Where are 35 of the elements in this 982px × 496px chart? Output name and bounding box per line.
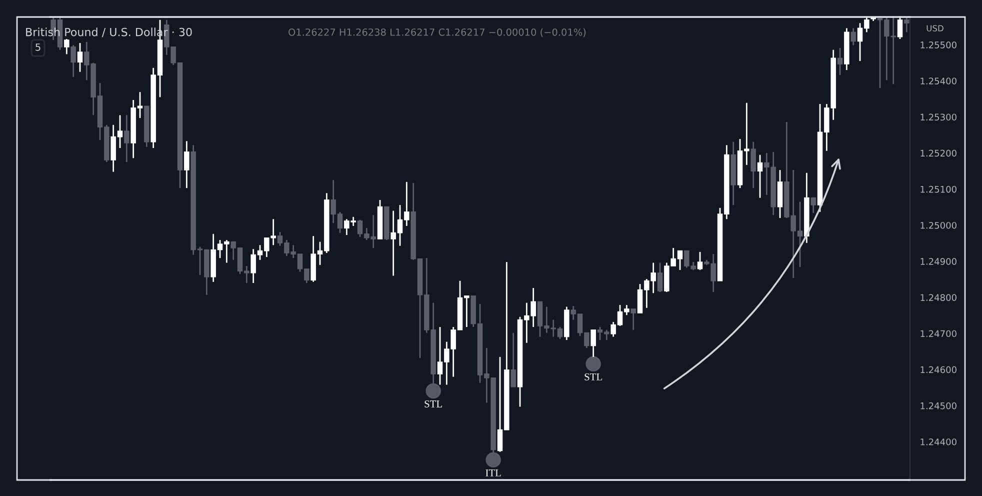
candlestick xyxy=(810,197,816,214)
candlestick xyxy=(757,154,763,198)
y-tick-label: 1.24600 xyxy=(920,366,956,374)
candlestick xyxy=(750,141,756,189)
candlestick xyxy=(897,17,903,40)
candlestick xyxy=(837,47,843,76)
y-tick-label: 1.24500 xyxy=(920,402,956,410)
annotation: ITL xyxy=(486,469,501,476)
text: USD xyxy=(926,25,944,32)
candlestick xyxy=(124,114,130,163)
annotation: STL xyxy=(424,400,442,408)
y-tick-label: 1.25200 xyxy=(920,150,956,157)
y-tick-label: 1.24800 xyxy=(920,294,956,301)
candlestick xyxy=(64,38,70,55)
y-tick-label: 1.25100 xyxy=(920,186,956,193)
candlestick xyxy=(657,262,663,293)
candlestick xyxy=(590,329,596,358)
y-tick-label: 1.25300 xyxy=(920,114,956,121)
annotation: STL xyxy=(584,373,602,380)
candlestick xyxy=(70,44,76,78)
y-tick-label: 1.24700 xyxy=(920,330,956,338)
candlestick xyxy=(77,42,83,73)
candlestick xyxy=(184,140,190,189)
candlestick xyxy=(904,17,910,33)
candlestick xyxy=(630,308,636,331)
candlestick xyxy=(697,251,703,271)
candlestick xyxy=(850,27,856,46)
annotation: O1.26227 H1.26238 L1.26217 C1.26217 −0.00010 (−0.01%) xyxy=(288,28,586,37)
candlestick xyxy=(510,332,516,388)
y-tick-label: 1.24900 xyxy=(920,258,956,265)
y-tick-label: 1.25000 xyxy=(920,222,956,229)
y-tick-label: 1.24400 xyxy=(920,438,956,446)
y-tick-label: 1.25400 xyxy=(920,78,956,84)
y-tick-label: 1.25500 xyxy=(920,42,956,48)
text: 5 xyxy=(36,44,40,51)
